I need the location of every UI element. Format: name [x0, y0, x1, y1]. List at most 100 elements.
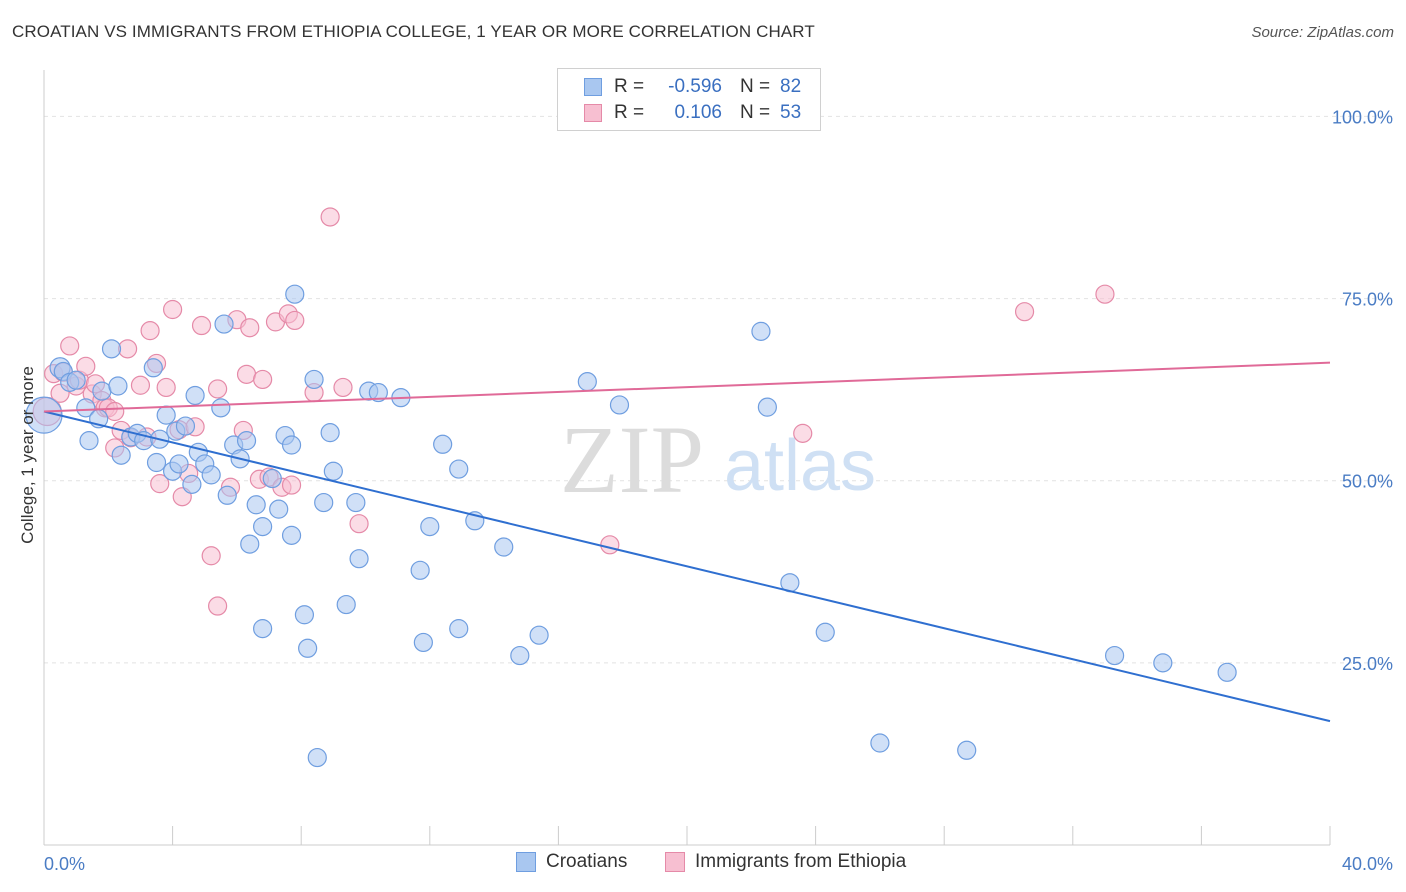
croatians-point	[111, 445, 131, 465]
croatians-point	[281, 525, 302, 545]
croatians-point	[101, 339, 122, 359]
croatians-point	[182, 474, 202, 494]
croatians-point	[494, 537, 514, 557]
ethiopia-point	[333, 377, 353, 398]
croatians-point	[253, 619, 273, 639]
legend-n-value: 82	[780, 76, 802, 97]
croatians-point	[253, 517, 273, 537]
croatians-point	[323, 461, 343, 481]
y-tick-labels: 100.0% 75.0% 50.0% 25.0%	[1332, 107, 1393, 673]
ethiopia-point	[793, 423, 813, 443]
croatians-point	[281, 435, 302, 455]
ethiopia-point	[191, 315, 212, 336]
ethiopia-point	[201, 546, 221, 566]
ethiopia-point	[76, 356, 96, 376]
ethiopia-point	[1095, 284, 1115, 304]
ethiopia-point	[130, 375, 151, 395]
croatians-point	[1217, 662, 1237, 682]
ethiopia-point	[281, 475, 302, 495]
series-legend-swatch	[665, 852, 685, 872]
croatians-point	[751, 321, 771, 341]
croatians-point	[413, 632, 433, 653]
series-legend: Croatians Immigrants from Ethiopia	[0, 851, 1406, 877]
ethiopia-point	[60, 336, 80, 356]
croatians-point	[336, 594, 356, 615]
ethiopia-point	[240, 318, 260, 338]
croatians-point	[320, 423, 340, 443]
ethiopia-point	[236, 364, 257, 384]
croatians-point	[79, 431, 99, 451]
trend-lines	[43, 361, 1331, 723]
croatians-trend-line	[43, 410, 1331, 723]
legend-swatch-ethiopia	[584, 104, 602, 122]
legend-row-croatians: R = -0.596 N = 82	[584, 75, 801, 99]
croatians-point	[449, 619, 469, 639]
legend-r-label: R =	[614, 102, 645, 123]
croatians-point	[285, 284, 305, 304]
series-legend-croatians[interactable]: Croatians	[516, 851, 627, 873]
legend-r-label: R =	[614, 76, 645, 97]
series-legend-ethiopia[interactable]: Immigrants from Ethiopia	[665, 851, 906, 873]
croatians-point	[433, 434, 453, 454]
croatians-point	[298, 638, 318, 658]
x-tick-label: 0.0%	[44, 854, 85, 874]
croatians-point	[815, 622, 835, 642]
legend-r-value: -0.596	[668, 76, 722, 97]
croatians-point	[757, 397, 777, 417]
croatians-point	[214, 314, 234, 334]
croatians-point	[236, 431, 257, 451]
croatians-point	[217, 485, 237, 505]
legend-swatch-croatians	[584, 78, 602, 96]
legend-n-label: N =	[740, 76, 771, 97]
croatians-point	[1104, 645, 1125, 666]
ethiopia-trend-line	[43, 361, 1331, 413]
series-legend-label: Immigrants from Ethiopia	[695, 851, 907, 872]
ethiopia-point	[1014, 302, 1035, 322]
croatians-point	[529, 625, 549, 645]
croatians-point	[577, 372, 597, 392]
source-label: Source: ZipAtlas.com	[1251, 24, 1394, 41]
croatians-point	[143, 358, 163, 378]
x-tick-label: 40.0%	[1342, 854, 1393, 874]
ethiopia-point	[285, 310, 305, 331]
ethiopia-point	[208, 379, 228, 399]
croatians-point	[269, 499, 289, 519]
ethiopia-point	[140, 321, 160, 341]
y-axis-label: College, 1 year or more	[18, 366, 37, 544]
croatians-point	[368, 382, 388, 403]
croatians-point	[201, 465, 221, 485]
stats-legend: R = -0.596 N = 82 R = 0.106 N = 53	[557, 68, 821, 131]
legend-r-value: 0.106	[674, 102, 722, 123]
croatians-point	[870, 733, 890, 753]
croatians-point	[240, 534, 260, 554]
y-tick-label: 75.0%	[1342, 290, 1393, 310]
ethiopia-point	[163, 299, 183, 320]
watermark: ZIP atlas	[560, 406, 876, 513]
series-legend-label: Croatians	[546, 851, 628, 872]
croatians-point	[1153, 653, 1173, 673]
legend-n-value: 53	[780, 102, 802, 123]
croatians-point	[314, 492, 334, 513]
croatians-point	[346, 492, 366, 513]
croatians-point	[420, 517, 440, 537]
y-tick-label: 25.0%	[1342, 654, 1393, 674]
ethiopia-point	[156, 377, 176, 398]
croatians-point	[92, 381, 112, 401]
croatians-point	[449, 459, 469, 479]
croatians-point	[169, 454, 189, 474]
series-croatians-points	[25, 284, 1237, 768]
series-legend-swatch	[516, 852, 536, 872]
ethiopia-point	[253, 369, 273, 390]
croatians-point	[410, 560, 430, 580]
croatians-point	[66, 370, 86, 390]
ethiopia-point	[349, 514, 369, 534]
legend-n-label: N =	[740, 102, 771, 123]
croatians-point	[156, 405, 176, 425]
croatians-point	[146, 452, 167, 473]
legend-row-ethiopia: R = 0.106 N = 53	[584, 101, 801, 125]
ethiopia-point	[150, 474, 170, 494]
watermark-zip: ZIP	[560, 406, 704, 513]
ethiopia-point	[320, 207, 340, 227]
x-tick-labels: 0.0% 40.0%	[44, 854, 1393, 874]
